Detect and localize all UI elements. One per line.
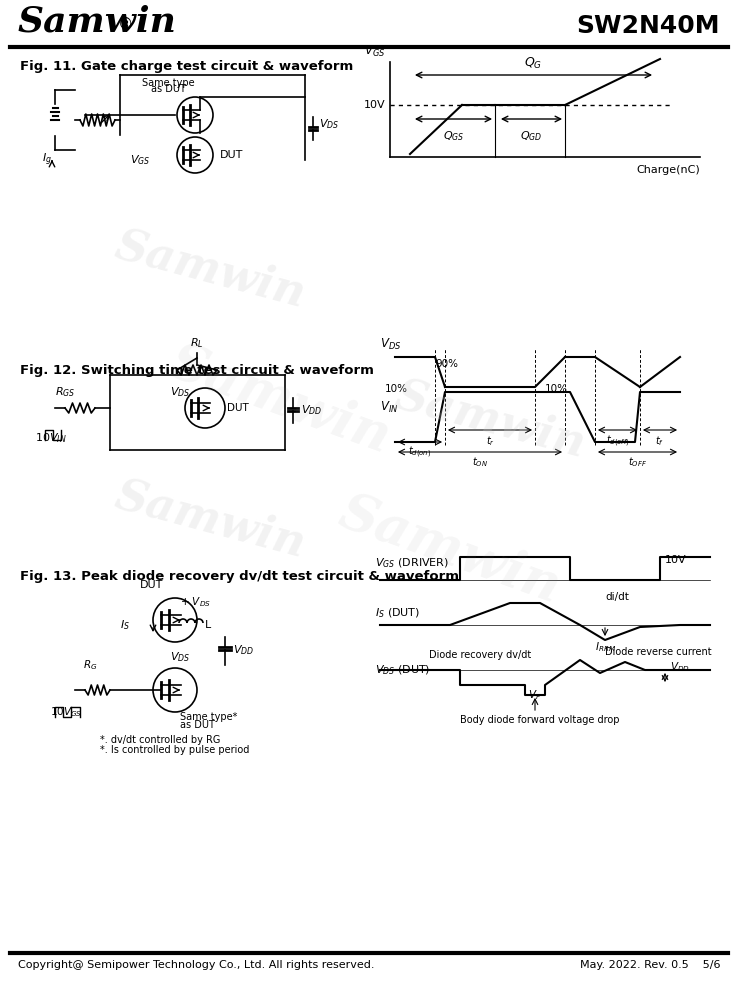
Text: $V_{DS}$: $V_{DS}$ [170,385,190,399]
Text: DUT: DUT [140,580,163,590]
Text: Samwin: Samwin [162,336,398,464]
Text: as DUT: as DUT [151,84,185,94]
Text: $t_{d(on)}$: $t_{d(on)}$ [408,445,432,460]
Text: 10V: 10V [665,555,686,565]
Text: Samwin: Samwin [110,474,310,566]
Text: Same type*: Same type* [180,712,238,722]
Text: $V_{GS}$: $V_{GS}$ [130,153,151,167]
Text: di/dt: di/dt [605,592,629,602]
Text: Charge(nC): Charge(nC) [636,165,700,175]
Text: $V_{DD}$: $V_{DD}$ [301,403,323,417]
Text: $R_G$: $R_G$ [83,658,97,672]
Text: $V_{DD}$: $V_{DD}$ [233,643,254,657]
Text: ®: ® [118,17,134,32]
Text: Samwin: Samwin [390,374,590,466]
Text: 90%: 90% [435,359,458,369]
Text: $I_S$ (DUT): $I_S$ (DUT) [375,606,420,620]
Text: $Q_{GD}$: $Q_{GD}$ [520,129,542,143]
Text: Fig. 13. Peak diode recovery dv/dt test circuit & waveform: Fig. 13. Peak diode recovery dv/dt test … [20,570,459,583]
Text: + $V_{DS}$: + $V_{DS}$ [180,595,211,609]
Text: *. Is controlled by pulse period: *. Is controlled by pulse period [100,745,249,755]
Text: $V_{GS}$ (DRIVER): $V_{GS}$ (DRIVER) [375,556,449,570]
Text: $V_{DD}$: $V_{DD}$ [670,660,690,674]
Text: as DUT: as DUT [180,720,215,730]
Text: $t_{OFF}$: $t_{OFF}$ [628,455,647,469]
Text: Diode reverse current: Diode reverse current [605,647,711,657]
Text: Samwin: Samwin [332,486,568,614]
Text: 10%: 10% [545,384,568,394]
Text: $t_{ON}$: $t_{ON}$ [472,455,488,469]
Text: May. 2022. Rev. 0.5    5/6: May. 2022. Rev. 0.5 5/6 [579,960,720,970]
Text: $I_g$: $I_g$ [42,152,52,168]
Text: SW2N40M: SW2N40M [576,14,720,38]
Text: $V_{DS}$: $V_{DS}$ [319,117,339,131]
Text: Same type: Same type [142,78,194,88]
Text: $t_r$: $t_r$ [486,434,494,448]
Text: *. dv/dt controlled by RG: *. dv/dt controlled by RG [100,735,221,745]
Text: $V_{IN}$: $V_{IN}$ [380,399,399,415]
Text: L: L [205,620,211,630]
Text: $V_F$: $V_F$ [528,688,542,702]
Text: Fig. 11. Gate charge test circuit & waveform: Fig. 11. Gate charge test circuit & wave… [20,60,354,73]
Text: $I_S$: $I_S$ [120,618,130,632]
Text: Body diode forward voltage drop: Body diode forward voltage drop [461,715,620,725]
Text: $Q_G$: $Q_G$ [525,56,542,71]
Text: Diode recovery dv/dt: Diode recovery dv/dt [429,650,531,660]
Text: Samwin: Samwin [18,4,177,38]
Text: $R_{GS}$: $R_{GS}$ [55,385,75,399]
Text: $V_{GS}$: $V_{GS}$ [364,44,385,59]
Text: $V_{DS}$: $V_{DS}$ [380,337,401,352]
Text: $t_{d(off)}$: $t_{d(off)}$ [606,434,630,449]
Text: $I_{RRM}$: $I_{RRM}$ [595,640,616,654]
Text: $V_{DS}$: $V_{DS}$ [170,650,190,664]
Text: DUT: DUT [220,150,244,160]
Text: 10V: 10V [363,100,385,110]
Text: Copyright@ Semipower Technology Co., Ltd. All rights reserved.: Copyright@ Semipower Technology Co., Ltd… [18,960,374,970]
Text: $Q_{GS}$: $Q_{GS}$ [443,129,464,143]
Text: Fig. 12. Switching time test circuit & waveform: Fig. 12. Switching time test circuit & w… [20,364,374,377]
Text: $R_L$: $R_L$ [190,336,204,350]
Text: $V_{DS}$ (DUT): $V_{DS}$ (DUT) [375,663,430,677]
Text: DUT: DUT [227,403,249,413]
Text: $t_f$: $t_f$ [655,434,664,448]
Text: $10V_{IN}$: $10V_{IN}$ [35,431,66,445]
Text: 10%: 10% [385,384,408,394]
Text: Samwin: Samwin [110,224,310,316]
Text: $10V_{GS}$: $10V_{GS}$ [50,705,83,719]
